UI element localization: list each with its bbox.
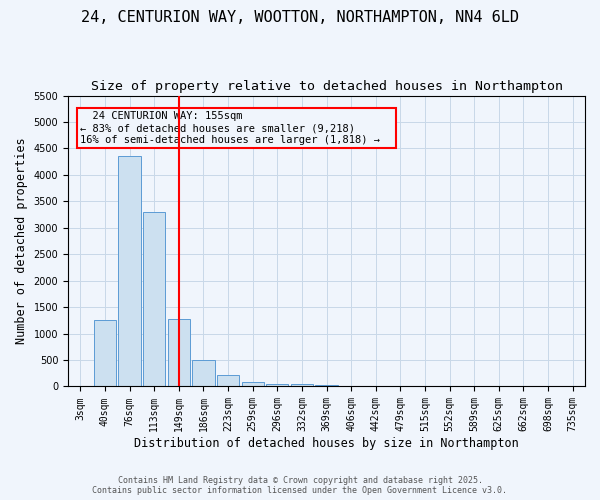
Bar	[193, 360, 215, 386]
Bar	[316, 385, 338, 386]
Y-axis label: Number of detached properties: Number of detached properties	[15, 138, 28, 344]
Bar	[94, 320, 116, 386]
Title: Size of property relative to detached houses in Northampton: Size of property relative to detached ho…	[91, 80, 563, 93]
Bar	[291, 384, 313, 386]
Bar	[242, 382, 264, 386]
Bar	[217, 375, 239, 386]
Text: Contains HM Land Registry data © Crown copyright and database right 2025.
Contai: Contains HM Land Registry data © Crown c…	[92, 476, 508, 495]
Text: 24 CENTURION WAY: 155sqm
← 83% of detached houses are smaller (9,218)
16% of sem: 24 CENTURION WAY: 155sqm ← 83% of detach…	[80, 112, 393, 144]
Bar	[118, 156, 140, 386]
Text: 24, CENTURION WAY, WOOTTON, NORTHAMPTON, NN4 6LD: 24, CENTURION WAY, WOOTTON, NORTHAMPTON,…	[81, 10, 519, 25]
Bar	[266, 384, 289, 386]
Bar	[143, 212, 165, 386]
Bar	[168, 319, 190, 386]
X-axis label: Distribution of detached houses by size in Northampton: Distribution of detached houses by size …	[134, 437, 519, 450]
